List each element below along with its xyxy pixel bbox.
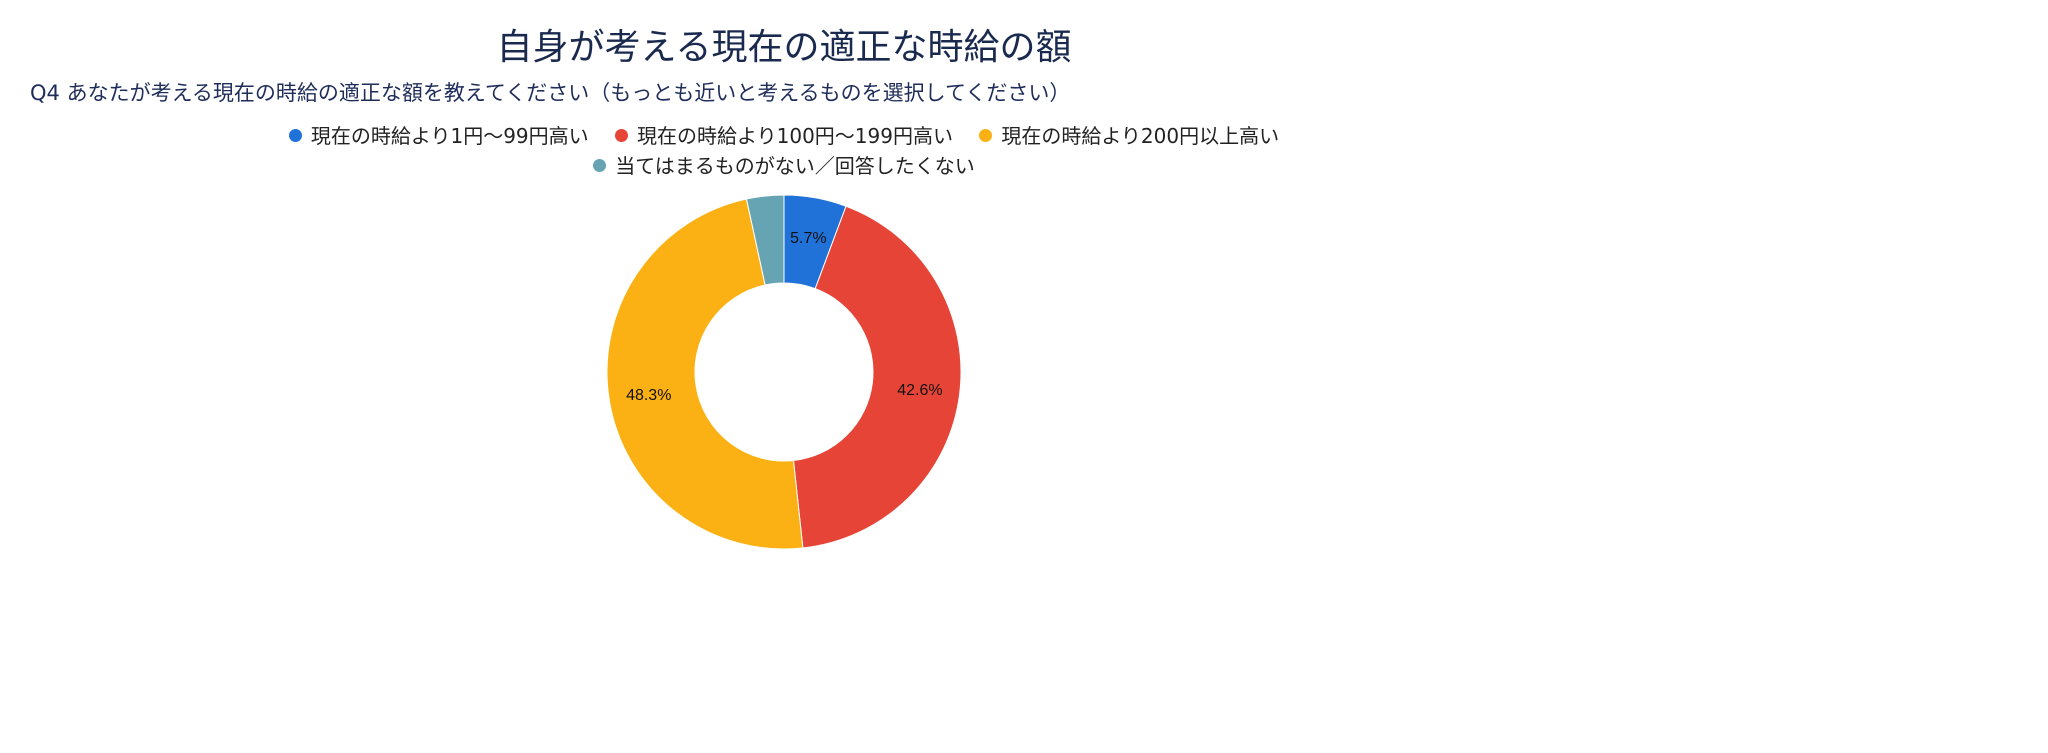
donut-slice [606, 198, 804, 550]
slice-value-label: 5.7% [790, 230, 826, 247]
legend-label: 現在の時給より100円〜199円高い [637, 124, 953, 148]
legend-item: 現在の時給より200円以上高い [979, 120, 1279, 149]
slice-value-label: 48.3% [626, 387, 671, 404]
donut-slice [745, 194, 785, 286]
legend-item: 現在の時給より100円〜199円高い [615, 120, 953, 149]
chart-title: 自身が考える現在の適正な時給の額 [496, 27, 1072, 68]
legend-row-1: 現在の時給より1円〜99円高い 現在の時給より100円〜199円高い 現在の時給… [0, 120, 1560, 149]
legend-row-2: 当てはまるものがない／回答したくない [0, 150, 1560, 179]
legend-label: 当てはまるものがない／回答したくない [615, 154, 975, 178]
slice-value-label: 42.6% [897, 382, 942, 399]
legend-item: 当てはまるものがない／回答したくない [593, 150, 975, 179]
legend-swatch [288, 129, 302, 142]
legend-swatch [615, 129, 629, 142]
legend-swatch [979, 129, 993, 142]
donut-slice [792, 205, 962, 549]
legend-item: 現在の時給より1円〜99円高い [288, 120, 589, 149]
chart-subtitle: Q4 あなたが考える現在の時給の適正な額を教えてください（もっとも近いと考えるも… [30, 81, 1071, 105]
legend-label: 現在の時給より200円以上高い [1001, 124, 1280, 148]
chart-container: 自身が考える現在の適正な時給の額 Q4 あなたが考える現在の時給の適正な額を教え… [0, 27, 1560, 550]
legend-label: 現在の時給より1円〜99円高い [310, 124, 589, 148]
donut-chart: 5.7% 42.6% 48.3% [606, 194, 962, 550]
legend-swatch [593, 159, 607, 172]
